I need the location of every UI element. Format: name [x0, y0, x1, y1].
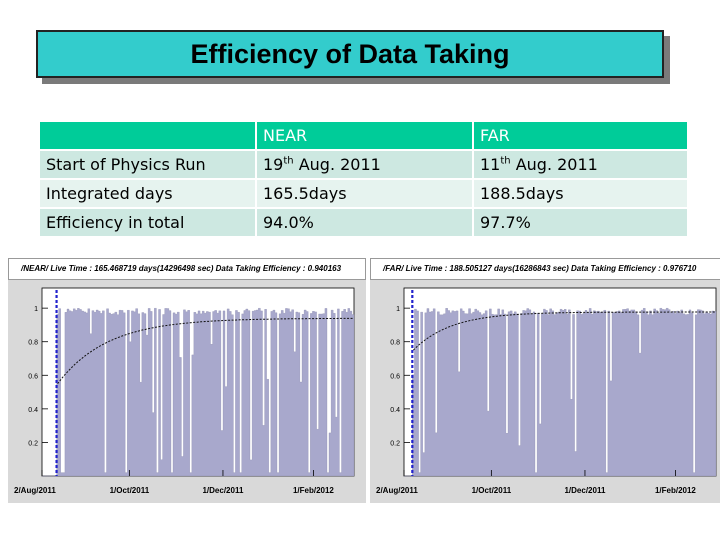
- header-cell-empty: [40, 122, 255, 149]
- title-box: Efficiency of Data Taking: [36, 30, 664, 78]
- y-tick-label: 0.6: [390, 373, 400, 380]
- far-start-day: 11: [480, 155, 501, 174]
- far-integrated-days: 188.5days: [472, 180, 687, 207]
- x-tick-label: 1/Feb/2012: [655, 486, 696, 495]
- far-efficiency: 97.7%: [472, 209, 687, 236]
- x-tick-label: 2/Aug/2011: [14, 486, 56, 495]
- near-efficiency: 94.0%: [255, 209, 472, 236]
- y-tick-label: 0.4: [28, 407, 38, 414]
- row-label-days: Integrated days: [40, 180, 255, 207]
- table-row: Integrated days 165.5days 188.5days: [40, 180, 687, 207]
- far-start-suffix: th: [500, 155, 511, 167]
- cumulative-efficiency-curve: [57, 317, 353, 385]
- plot-header-far: /FAR/ Live Time : 188.505127 days(162868…: [370, 258, 720, 280]
- page-title: Efficiency of Data Taking: [190, 38, 510, 69]
- row-label-efficiency: Efficiency in total: [40, 209, 255, 236]
- x-tick-label: 1/Dec/2011: [202, 486, 243, 495]
- table-row: Start of Physics Run 19th Aug. 2011 11th…: [40, 151, 687, 178]
- y-tick-label: 0.8: [390, 340, 400, 347]
- y-tick-label: 0.2: [390, 440, 400, 447]
- far-start-month-year: Aug. 2011: [510, 155, 598, 174]
- near-efficiency-plot: /NEAR/ Live Time : 165.468719 days(14296…: [8, 258, 366, 503]
- x-tick-label: 1/Dec/2011: [564, 486, 605, 495]
- near-start-date: 19th Aug. 2011: [255, 151, 472, 178]
- table-row: Efficiency in total 94.0% 97.7%: [40, 209, 687, 236]
- plot-near-canvas: 1 0.8 0.6 0.4 0.2 2/Aug/2011 1/Oct/2011 1/Dec/2…: [8, 280, 366, 503]
- y-tick-label: 1: [34, 306, 38, 313]
- near-start-day: 19: [263, 155, 284, 174]
- y-tick-label: 0.6: [28, 373, 38, 380]
- far-efficiency-plot: /FAR/ Live Time : 188.505127 days(162868…: [370, 258, 720, 503]
- row-label-start: Start of Physics Run: [40, 151, 255, 178]
- cumulative-efficiency-curve: [413, 311, 715, 351]
- y-tick-label: 0.4: [390, 407, 400, 414]
- near-start-month-year: Aug. 2011: [293, 155, 381, 174]
- histogram-fill: [404, 308, 717, 477]
- plot-far-canvas: 1 0.8 0.6 0.4 0.2 2/Aug/2011 1/Oct/2011 1/Dec/2…: [370, 280, 720, 503]
- table-header-row: NEAR FAR: [40, 122, 687, 149]
- y-tick-label: 0.2: [28, 440, 38, 447]
- near-integrated-days: 165.5days: [255, 180, 472, 207]
- header-cell-far: FAR: [472, 122, 687, 149]
- x-tick-label: 1/Feb/2012: [293, 486, 334, 495]
- plot-header-near: /NEAR/ Live Time : 165.468719 days(14296…: [8, 258, 366, 280]
- near-start-suffix: th: [283, 155, 294, 167]
- far-start-date: 11th Aug. 2011: [472, 151, 687, 178]
- y-tick-label: 1: [396, 306, 400, 313]
- x-tick-label: 2/Aug/2011: [376, 486, 418, 495]
- x-tick-label: 1/Oct/2011: [110, 486, 150, 495]
- x-tick-label: 1/Oct/2011: [472, 486, 512, 495]
- y-tick-label: 0.8: [28, 340, 38, 347]
- histogram-fill: [42, 308, 355, 477]
- header-cell-near: NEAR: [255, 122, 472, 149]
- summary-table: NEAR FAR Start of Physics Run 19th Aug. …: [40, 120, 687, 238]
